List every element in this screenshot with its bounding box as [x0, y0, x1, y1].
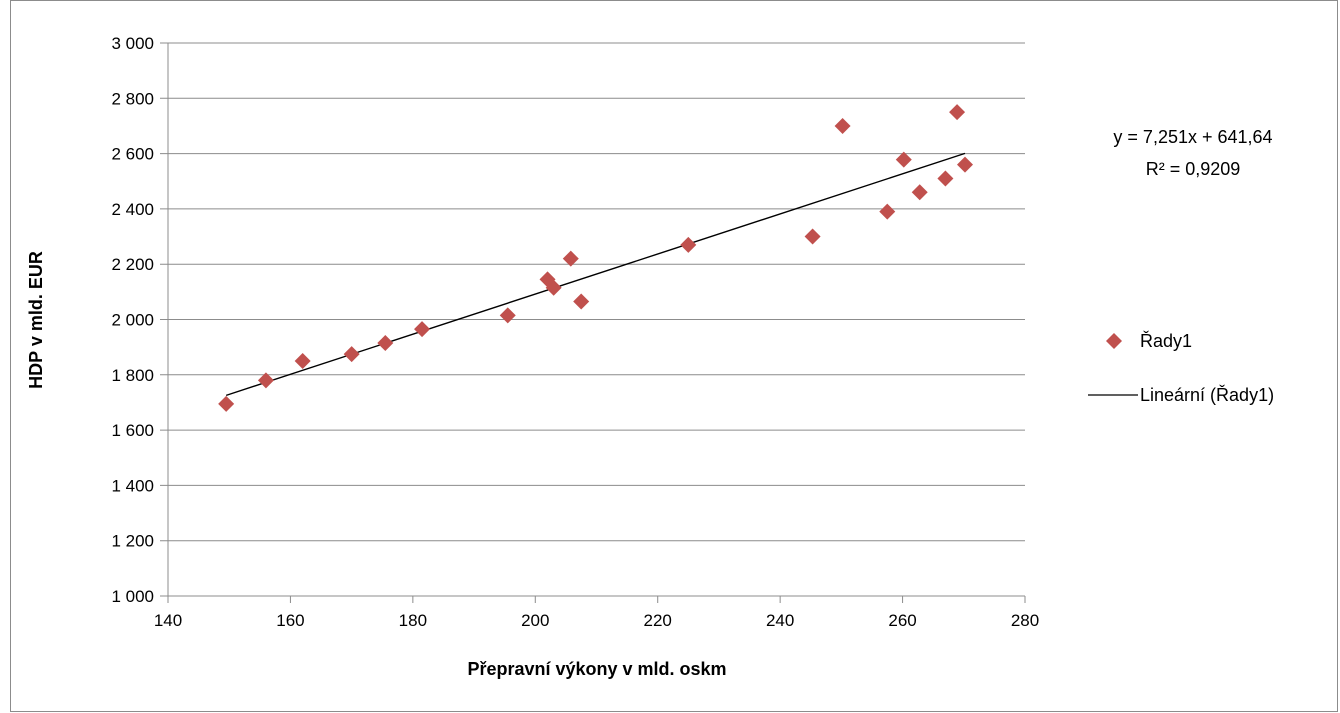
trendline-group [225, 152, 966, 397]
data-point-diamond [218, 395, 235, 412]
y-tick-label: 1 000 [111, 587, 154, 606]
x-tick-label: 140 [154, 611, 182, 630]
legend: Řady1 Lineární (Řady1) [1088, 331, 1274, 405]
x-tick-label: 260 [888, 611, 916, 630]
data-point-diamond [937, 170, 954, 187]
x-tick-label: 280 [1011, 611, 1039, 630]
y-tick-label: 2 800 [111, 89, 154, 108]
legend-label-series: Řady1 [1140, 331, 1192, 351]
y-tick-label: 2 200 [111, 255, 154, 274]
legend-label-trendline: Lineární (Řady1) [1140, 385, 1274, 405]
data-point-diamond [834, 117, 851, 134]
y-tick-label: 1 600 [111, 421, 154, 440]
data-point-diamond [879, 203, 896, 220]
y-tick-label: 3 000 [111, 34, 154, 53]
legend-item-series: Řady1 [1106, 331, 1192, 351]
legend-item-trendline: Lineární (Řady1) [1088, 385, 1274, 405]
x-tick-label: 200 [521, 611, 549, 630]
x-tick-label: 160 [276, 611, 304, 630]
trendline [225, 152, 966, 397]
x-axis [167, 43, 1026, 603]
data-point-diamond [343, 346, 360, 363]
y-axis-tick-labels: 1 000 1 200 1 400 1 600 1 800 2 000 2 200 2 400… [111, 34, 154, 606]
y-tick-label: 2 600 [111, 145, 154, 164]
data-point-diamond [414, 321, 431, 338]
x-tick-label: 220 [644, 611, 672, 630]
data-point-diamond [499, 307, 516, 324]
y-tick-label: 1 800 [111, 366, 154, 385]
data-point-diamond [957, 156, 974, 173]
x-axis-title: Přepravní výkony v mld. oskm [467, 659, 726, 679]
y-tick-label: 1 200 [111, 532, 154, 551]
data-point-diamond [573, 293, 590, 310]
x-tick-label: 240 [766, 611, 794, 630]
y-tick-label: 2 400 [111, 200, 154, 219]
data-point-diamond [895, 151, 912, 168]
y-tick-label: 1 400 [111, 476, 154, 495]
y-axis-title: HDP v mld. EUR [26, 251, 46, 389]
chart-frame [10, 0, 1338, 712]
x-axis-tick-labels: 140 160 180 200 220 240 260 280 [154, 611, 1039, 630]
x-tick-label: 180 [399, 611, 427, 630]
data-point-diamond [804, 228, 821, 245]
legend-diamond-marker [1106, 333, 1122, 349]
trendline-equation: y = 7,251x + 641,64 [1113, 127, 1272, 147]
trendline-r-squared: R² = 0,9209 [1146, 159, 1241, 179]
data-point-diamond [949, 104, 966, 121]
y-tick-label: 2 000 [111, 311, 154, 330]
data-point-diamond [680, 236, 697, 253]
gridlines [160, 42, 1025, 597]
data-point-diamond [294, 352, 311, 369]
data-point-diamond [257, 372, 274, 389]
data-points [218, 104, 974, 412]
data-point-diamond [377, 335, 394, 352]
data-point-diamond [545, 279, 562, 296]
data-point-diamond [911, 184, 928, 201]
data-point-diamond [562, 250, 579, 267]
